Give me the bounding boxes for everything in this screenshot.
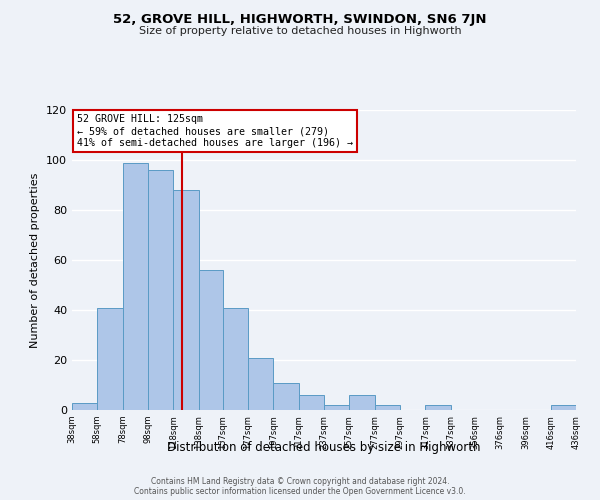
Bar	[223, 308, 248, 410]
Bar	[349, 395, 374, 410]
Y-axis label: Number of detached properties: Number of detached properties	[31, 172, 40, 348]
Bar	[148, 170, 173, 410]
Text: Contains HM Land Registry data © Crown copyright and database right 2024.: Contains HM Land Registry data © Crown c…	[151, 476, 449, 486]
Bar	[374, 405, 400, 410]
Bar	[274, 382, 299, 410]
Bar	[551, 405, 576, 410]
Bar	[425, 405, 451, 410]
Bar	[248, 358, 274, 410]
Bar	[72, 402, 97, 410]
Text: 52 GROVE HILL: 125sqm
← 59% of detached houses are smaller (279)
41% of semi-det: 52 GROVE HILL: 125sqm ← 59% of detached …	[77, 114, 353, 148]
Bar	[122, 162, 148, 410]
Bar	[97, 308, 122, 410]
Text: Size of property relative to detached houses in Highworth: Size of property relative to detached ho…	[139, 26, 461, 36]
Text: Distribution of detached houses by size in Highworth: Distribution of detached houses by size …	[167, 441, 481, 454]
Bar	[299, 395, 324, 410]
Text: Contains public sector information licensed under the Open Government Licence v3: Contains public sector information licen…	[134, 486, 466, 496]
Bar	[173, 190, 199, 410]
Bar	[199, 270, 223, 410]
Text: 52, GROVE HILL, HIGHWORTH, SWINDON, SN6 7JN: 52, GROVE HILL, HIGHWORTH, SWINDON, SN6 …	[113, 12, 487, 26]
Bar	[324, 405, 349, 410]
